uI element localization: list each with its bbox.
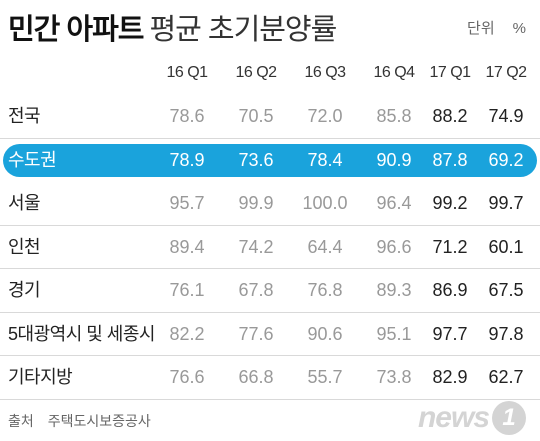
highlight-pill bbox=[3, 143, 537, 177]
column-header: 16 Q4 bbox=[373, 64, 415, 81]
table-row: 5대광역시 및 세종시 82.2 77.6 90.6 95.1 97.7 97.… bbox=[0, 313, 540, 356]
table-cell: 74.9 bbox=[488, 106, 524, 126]
table-cell: 70.5 bbox=[238, 106, 274, 126]
table-cell: 90.6 bbox=[307, 323, 343, 344]
column-header: 17 Q2 bbox=[485, 64, 527, 81]
table-cell: 67.5 bbox=[488, 280, 524, 300]
table-cell: 97.7 bbox=[432, 323, 468, 344]
table-cell: 95.7 bbox=[169, 193, 205, 213]
table-cell: 67.8 bbox=[238, 280, 274, 300]
table-cell: 96.6 bbox=[376, 236, 412, 257]
table-cell: 62.7 bbox=[488, 367, 524, 387]
page-title: 민간 아파트 평균 초기분양률 bbox=[8, 6, 337, 46]
table-header: 16 Q1 16 Q2 16 Q3 16 Q4 17 Q1 17 Q2 bbox=[0, 64, 540, 86]
table-cell: 74.2 bbox=[238, 236, 274, 257]
table-cell: 66.8 bbox=[238, 367, 274, 387]
table-cell: 76.8 bbox=[307, 280, 343, 300]
source-label: 출처 bbox=[8, 413, 34, 429]
row-label: 인천 bbox=[8, 236, 41, 257]
column-header: 16 Q3 bbox=[304, 64, 346, 81]
logo-text: news bbox=[417, 401, 490, 434]
row-label: 기타지방 bbox=[8, 367, 73, 387]
table-cell: 78.9 bbox=[169, 149, 205, 170]
table-cell: 99.9 bbox=[238, 193, 274, 213]
table-cell: 96.4 bbox=[376, 193, 412, 213]
data-table: 전국 78.6 70.5 72.0 85.8 88.2 74.9 수도권 78.… bbox=[0, 95, 540, 400]
row-label: 5대광역시 및 세종시 bbox=[8, 323, 156, 344]
table-cell: 82.2 bbox=[169, 323, 205, 344]
row-label: 수도권 bbox=[8, 149, 57, 170]
table-cell: 99.2 bbox=[432, 193, 468, 213]
table-cell: 60.1 bbox=[488, 236, 524, 257]
table-cell: 78.4 bbox=[307, 149, 343, 170]
table-cell: 87.8 bbox=[432, 149, 468, 170]
source-name: 주택도시보증공사 bbox=[47, 413, 151, 429]
source-footer: 출처 주택도시보증공사 bbox=[8, 411, 151, 431]
table-cell: 99.7 bbox=[488, 193, 524, 213]
table-cell: 71.2 bbox=[432, 236, 468, 257]
table-cell: 77.6 bbox=[238, 323, 274, 344]
unit-symbol: % bbox=[512, 20, 526, 37]
table-cell: 82.9 bbox=[432, 367, 468, 387]
row-label: 전국 bbox=[8, 106, 41, 126]
row-label: 경기 bbox=[8, 280, 41, 300]
title-rest: 평균 초기분양률 bbox=[149, 14, 337, 46]
table-cell: 90.9 bbox=[376, 149, 412, 170]
table-row: 서울 95.7 99.9 100.0 96.4 99.2 99.7 bbox=[0, 182, 540, 226]
column-header: 16 Q1 bbox=[166, 64, 208, 81]
table-cell: 100.0 bbox=[302, 193, 348, 213]
table-cell: 55.7 bbox=[307, 367, 343, 387]
table-cell: 89.4 bbox=[169, 236, 205, 257]
row-label: 서울 bbox=[8, 193, 41, 213]
table-row: 전국 78.6 70.5 72.0 85.8 88.2 74.9 bbox=[0, 95, 540, 139]
unit-text: 단위 bbox=[467, 20, 495, 37]
table-cell: 85.8 bbox=[376, 106, 412, 126]
table-cell: 86.9 bbox=[432, 280, 468, 300]
table-cell: 73.6 bbox=[238, 149, 274, 170]
column-header: 16 Q2 bbox=[235, 64, 277, 81]
table-cell: 88.2 bbox=[432, 106, 468, 126]
table-row: 기타지방 76.6 66.8 55.7 73.8 82.9 62.7 bbox=[0, 356, 540, 400]
title-bold: 민간 아파트 bbox=[8, 14, 144, 46]
table-cell: 72.0 bbox=[307, 106, 343, 126]
column-header: 17 Q1 bbox=[429, 64, 471, 81]
table-cell: 78.6 bbox=[169, 106, 205, 126]
table-cell: 69.2 bbox=[488, 149, 524, 170]
table-cell: 97.8 bbox=[488, 323, 524, 344]
table-cell: 95.1 bbox=[376, 323, 412, 344]
table-row-highlighted: 수도권 78.9 73.6 78.4 90.9 87.8 69.2 bbox=[0, 139, 540, 183]
table-cell: 76.1 bbox=[169, 280, 205, 300]
table-cell: 89.3 bbox=[376, 280, 412, 300]
unit-label: 단위% bbox=[467, 17, 526, 38]
table-row: 인천 89.4 74.2 64.4 96.6 71.2 60.1 bbox=[0, 226, 540, 269]
logo-mark: 1 bbox=[492, 401, 526, 435]
news1-logo: news 1 bbox=[418, 401, 526, 435]
table-row: 경기 76.1 67.8 76.8 89.3 86.9 67.5 bbox=[0, 269, 540, 313]
table-cell: 76.6 bbox=[169, 367, 205, 387]
table-cell: 64.4 bbox=[307, 236, 343, 257]
table-cell: 73.8 bbox=[376, 367, 412, 387]
